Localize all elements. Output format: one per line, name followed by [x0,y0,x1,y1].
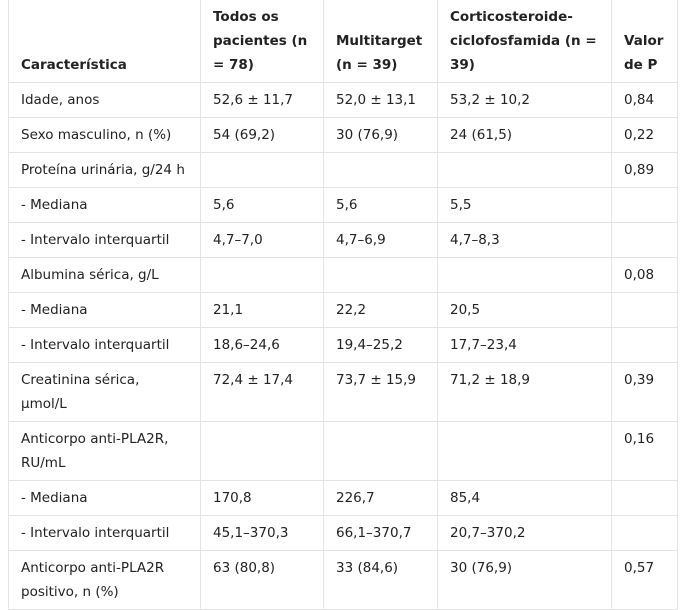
table-cell: 45,1–370,3 [200,515,324,551]
table-cell [200,257,324,293]
table-cell: 5,5 [437,187,612,223]
table-cell: - Mediana [8,480,201,516]
table-cell: 0,22 [611,117,678,153]
table-row: - Intervalo interquartil 18,6–24,6 19,4–25… [8,327,678,363]
table-cell [611,187,678,223]
table-cell [611,515,678,551]
table-cell: - Mediana [8,292,201,328]
table-row: - Intervalo interquartil 45,1–370,3 66,1–3… [8,515,678,551]
table-cell: 73,7 ± 15,9 [323,362,438,422]
table-cell: 0,89 [611,152,678,188]
table-row: - Intervalo interquartil 4,7–7,0 4,7–6,9 4,… [8,222,678,258]
table-cell: 52,0 ± 13,1 [323,82,438,118]
table-cell [437,152,612,188]
table-row: Creatinina sérica, µmol/L 72,4 ± 17,4 73,7… [8,362,678,422]
table-cell [611,327,678,363]
header-cell: Valor de P [611,0,678,83]
table-cell [611,480,678,516]
table-cell: 85,4 [437,480,612,516]
table-cell: - Mediana [8,187,201,223]
table-cell: Anticorpo anti-PLA2R, RU/mL [8,421,201,481]
table-cell: 20,5 [437,292,612,328]
table-cell [323,257,438,293]
table-row: Idade, anos 52,6 ± 11,7 52,0 ± 13,1 53,2 ± … [8,82,678,118]
table-row: Sexo masculino, n (%) 54 (69,2) 30 (76,9) 2… [8,117,678,153]
table-row: Albumina sérica, g/L 0,08 [8,257,678,293]
table-cell: 66,1–370,7 [323,515,438,551]
table-cell [323,421,438,481]
table-cell: 53,2 ± 10,2 [437,82,612,118]
table-cell: Creatinina sérica, µmol/L [8,362,201,422]
table-cell [437,421,612,481]
page: Característica Todos os pacientes (n = 78… [8,0,678,610]
header-cell: Corticosteroide-ciclofosfamida (n = 39) [437,0,612,83]
table-cell [200,421,324,481]
table-cell: 63 (80,8) [200,550,324,610]
table-cell: 17,7–23,4 [437,327,612,363]
table-cell: 33 (84,6) [323,550,438,610]
table-cell [611,222,678,258]
header-cell: Multitarget (n = 39) [323,0,438,83]
table-cell: - Intervalo interquartil [8,327,201,363]
table-cell: Idade, anos [8,82,201,118]
table-row: Anticorpo anti-PLA2R positivo, n (%) 63 (… [8,550,678,610]
table-container: Característica Todos os pacientes (n = 78… [8,0,678,610]
table-cell: 0,08 [611,257,678,293]
table-cell: Sexo masculino, n (%) [8,117,201,153]
table-cell: 0,39 [611,362,678,422]
table-cell: Anticorpo anti-PLA2R positivo, n (%) [8,550,201,610]
header-row: Característica Todos os pacientes (n = 78… [8,0,678,83]
table-cell: 0,16 [611,421,678,481]
table-cell: Proteína urinária, g/24 h [8,152,201,188]
table-cell: 30 (76,9) [437,550,612,610]
table-cell: 0,57 [611,550,678,610]
table-cell: 22,2 [323,292,438,328]
table-cell: - Intervalo interquartil [8,515,201,551]
table-cell: 4,7–6,9 [323,222,438,258]
table-cell: 19,4–25,2 [323,327,438,363]
table-cell: 52,6 ± 11,7 [200,82,324,118]
table-cell: 30 (76,9) [323,117,438,153]
table-cell: - Intervalo interquartil [8,222,201,258]
table-body: Idade, anos 52,6 ± 11,7 52,0 ± 13,1 53,2 ± … [8,82,678,610]
table-cell: 4,7–7,0 [200,222,324,258]
table-cell: 72,4 ± 17,4 [200,362,324,422]
table-head: Característica Todos os pacientes (n = 78… [8,0,678,83]
table-cell: 4,7–8,3 [437,222,612,258]
table-cell: 5,6 [200,187,324,223]
table: Característica Todos os pacientes (n = 78… [8,0,678,610]
header-cell: Característica [8,0,201,83]
table-cell: 0,84 [611,82,678,118]
table-cell: 18,6–24,6 [200,327,324,363]
table-cell: 54 (69,2) [200,117,324,153]
table-row: - Mediana 170,8 226,7 85,4 [8,480,678,516]
table-row: Proteína urinária, g/24 h 0,89 [8,152,678,188]
table-cell: Albumina sérica, g/L [8,257,201,293]
table-cell: 21,1 [200,292,324,328]
table-cell: 24 (61,5) [437,117,612,153]
table-cell [200,152,324,188]
table-cell: 71,2 ± 18,9 [437,362,612,422]
table-cell [437,257,612,293]
table-cell: 170,8 [200,480,324,516]
table-row: - Mediana 21,1 22,2 20,5 [8,292,678,328]
table-row: Anticorpo anti-PLA2R, RU/mL 0,16 [8,421,678,481]
table-cell: 226,7 [323,480,438,516]
table-cell [323,152,438,188]
header-cell: Todos os pacientes (n = 78) [200,0,324,83]
table-cell: 5,6 [323,187,438,223]
table-row: - Mediana 5,6 5,6 5,5 [8,187,678,223]
table-cell: 20,7–370,2 [437,515,612,551]
table-cell [611,292,678,328]
